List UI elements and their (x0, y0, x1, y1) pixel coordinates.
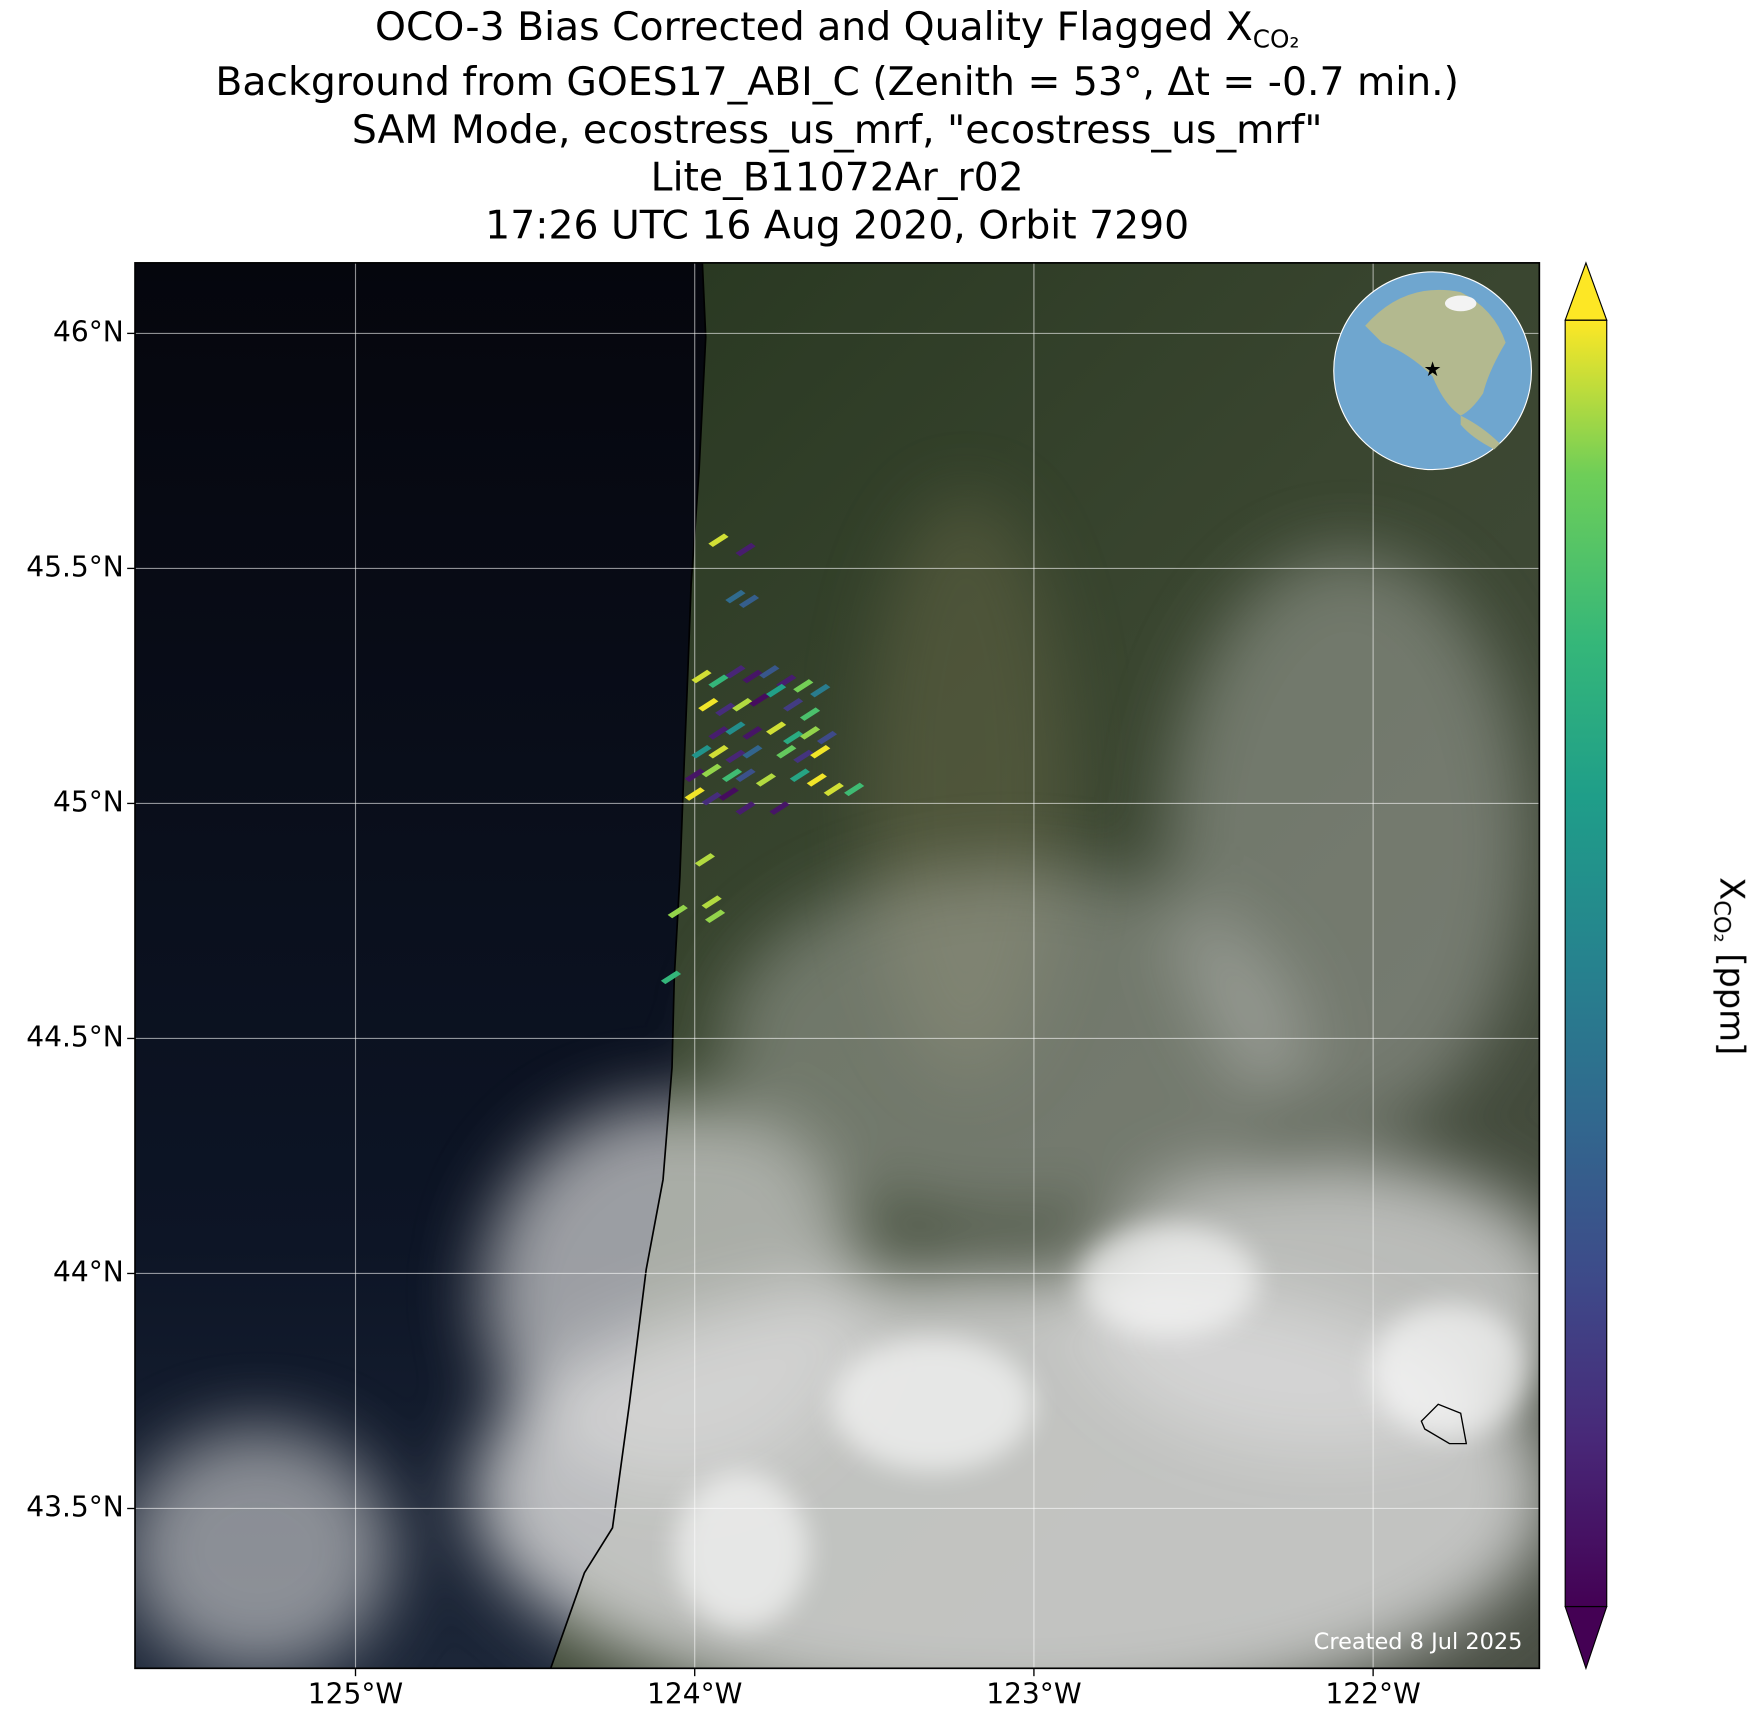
sounding (810, 744, 831, 759)
colorbar-label: XCO₂ [ppm] (1709, 877, 1752, 1055)
colorbar-extend-min (1564, 1605, 1608, 1671)
y-tick-label: 45.5°N (26, 550, 124, 583)
sounding (793, 679, 814, 693)
colorbar-label-subscript: CO₂ (1709, 900, 1735, 942)
x-tick-label: 125°W (308, 1677, 403, 1710)
colorbar-body (1565, 320, 1607, 1607)
sounding (806, 773, 827, 787)
sounding (766, 683, 787, 698)
sounding (823, 782, 844, 797)
globe-inset: ★ (1333, 271, 1533, 471)
title-line: 17:26 UTC 16 Aug 2020, Orbit 7290 (485, 204, 1189, 249)
colorbar: XCO₂ [ppm] (1564, 261, 1752, 1671)
sounding (725, 665, 746, 679)
sounding (704, 909, 726, 923)
title: OCO-3 Bias Corrected and Quality Flagged… (215, 5, 1459, 249)
sounding (708, 674, 729, 688)
y-tick-label: 44°N (53, 1255, 124, 1288)
sounding (844, 782, 865, 797)
sounding (735, 768, 756, 782)
sounding (782, 730, 804, 745)
colorbar-label-unit: [ppm] (1713, 943, 1752, 1056)
y-tick-label: 44.5°N (26, 1020, 124, 1053)
sounding (701, 763, 722, 778)
data-points (660, 533, 865, 985)
sounding (684, 787, 705, 801)
sounding (721, 768, 743, 782)
sounding (766, 721, 787, 735)
sounding (694, 853, 716, 867)
sounding (725, 721, 746, 735)
sounding (816, 730, 838, 745)
clouds (135, 550, 1540, 1669)
sounding (793, 749, 814, 764)
sounding (799, 726, 821, 740)
sounding (701, 895, 722, 909)
sounding (708, 744, 729, 759)
title-text: OCO-3 Bias Corrected and Quality Flagged… (375, 5, 1253, 50)
sounding (708, 533, 729, 547)
sounding (715, 702, 736, 717)
sounding (698, 697, 719, 712)
location-star: ★ (1424, 357, 1442, 381)
grid (135, 262, 1540, 1669)
title-line: SAM Mode, ecostress_us_mrf, "ecostress_u… (352, 108, 1323, 153)
sounding (776, 744, 797, 759)
sounding (759, 665, 780, 679)
x-tick-label: 123°W (986, 1677, 1081, 1710)
sounding (725, 749, 746, 764)
sounding (738, 594, 760, 609)
sounding (810, 683, 831, 698)
sounding (769, 801, 790, 815)
sounding (708, 726, 729, 740)
title-line: Lite_B11072Ar_r02 (651, 155, 1024, 200)
colorbar-label-text: X (1713, 877, 1752, 900)
sounding (742, 744, 763, 759)
sounding (725, 589, 746, 604)
sounding (735, 542, 756, 557)
sounding (684, 768, 705, 782)
sounding (755, 773, 777, 787)
sounding (732, 697, 753, 712)
y-tick-label: 43.5°N (26, 1490, 124, 1523)
sounding (742, 669, 763, 684)
background-image (135, 262, 1540, 1669)
sounding (667, 904, 688, 919)
sounding (782, 697, 804, 712)
y-tick-label: 46°N (53, 315, 124, 348)
sounding (701, 791, 722, 806)
x-tick-label: 122°W (1325, 1677, 1420, 1710)
title-line: Background from GOES17_ABI_C (Zenith = 5… (215, 60, 1459, 105)
sounding (691, 669, 712, 684)
x-tick-label: 124°W (647, 1677, 742, 1710)
sounding (749, 693, 770, 707)
y-tick-label: 45°N (53, 785, 124, 818)
map-frame (134, 262, 1541, 1670)
colorbar-extend-max (1564, 261, 1608, 321)
sounding (718, 787, 739, 801)
sounding (799, 707, 821, 721)
sounding (660, 970, 682, 985)
sounding (691, 744, 712, 759)
sounding (735, 801, 756, 815)
sounding (789, 768, 810, 782)
lake-outline (1420, 1403, 1468, 1445)
title-line: OCO-3 Bias Corrected and Quality Flagged… (375, 5, 1299, 54)
created-note: Created 8 Jul 2025 (1314, 1629, 1523, 1655)
title-subscript: CO₂ (1253, 24, 1300, 53)
sounding (742, 726, 763, 740)
